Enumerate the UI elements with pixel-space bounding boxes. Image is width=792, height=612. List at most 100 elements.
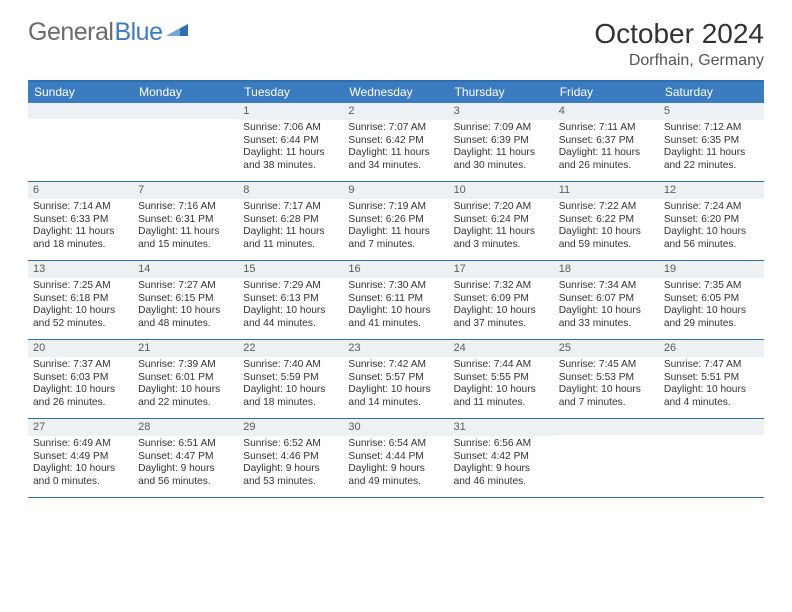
day-body: Sunrise: 7:09 AMSunset: 6:39 PMDaylight:… (449, 120, 554, 176)
day-info-line: Sunset: 6:24 PM (454, 214, 549, 226)
dow-wednesday: Wednesday (343, 82, 448, 103)
day-info-line: Sunrise: 7:22 AM (559, 201, 654, 213)
day-cell: 9Sunrise: 7:19 AMSunset: 6:26 PMDaylight… (343, 182, 448, 260)
day-cell (28, 103, 133, 181)
day-info-line: Daylight: 11 hours (454, 147, 549, 159)
dow-thursday: Thursday (449, 82, 554, 103)
day-cell: 30Sunrise: 6:54 AMSunset: 4:44 PMDayligh… (343, 419, 448, 497)
day-info-line: Sunrise: 6:51 AM (138, 438, 233, 450)
day-number: 28 (133, 419, 238, 436)
day-number: 14 (133, 261, 238, 278)
day-body: Sunrise: 7:39 AMSunset: 6:01 PMDaylight:… (133, 357, 238, 413)
day-body (554, 435, 659, 441)
day-info-line: Daylight: 11 hours (243, 147, 338, 159)
day-info-line: Daylight: 10 hours (138, 384, 233, 396)
day-info-line: Daylight: 11 hours (138, 226, 233, 238)
day-cell (659, 419, 764, 497)
day-cell: 6Sunrise: 7:14 AMSunset: 6:33 PMDaylight… (28, 182, 133, 260)
day-info-line: Daylight: 10 hours (138, 305, 233, 317)
day-number: 27 (28, 419, 133, 436)
day-info-line: Sunset: 4:42 PM (454, 451, 549, 463)
day-body: Sunrise: 7:19 AMSunset: 6:26 PMDaylight:… (343, 199, 448, 255)
day-cell: 13Sunrise: 7:25 AMSunset: 6:18 PMDayligh… (28, 261, 133, 339)
day-info-line: and 26 minutes. (33, 397, 128, 409)
day-info-line: and 22 minutes. (664, 160, 759, 172)
day-cell: 15Sunrise: 7:29 AMSunset: 6:13 PMDayligh… (238, 261, 343, 339)
day-cell: 17Sunrise: 7:32 AMSunset: 6:09 PMDayligh… (449, 261, 554, 339)
day-info-line: Sunrise: 7:14 AM (33, 201, 128, 213)
day-number: 1 (238, 103, 343, 120)
day-info-line: Sunset: 5:59 PM (243, 372, 338, 384)
day-number (28, 103, 133, 119)
brand-part2: Blue (114, 18, 162, 47)
day-body: Sunrise: 6:54 AMSunset: 4:44 PMDaylight:… (343, 436, 448, 492)
day-info-line: Daylight: 10 hours (664, 226, 759, 238)
day-info-line: Sunset: 6:03 PM (33, 372, 128, 384)
day-cell: 31Sunrise: 6:56 AMSunset: 4:42 PMDayligh… (449, 419, 554, 497)
day-cell: 20Sunrise: 7:37 AMSunset: 6:03 PMDayligh… (28, 340, 133, 418)
day-number: 23 (343, 340, 448, 357)
day-body: Sunrise: 7:27 AMSunset: 6:15 PMDaylight:… (133, 278, 238, 334)
day-cell: 7Sunrise: 7:16 AMSunset: 6:31 PMDaylight… (133, 182, 238, 260)
day-body: Sunrise: 7:32 AMSunset: 6:09 PMDaylight:… (449, 278, 554, 334)
day-info-line: Sunrise: 6:56 AM (454, 438, 549, 450)
day-info-line: Daylight: 10 hours (33, 463, 128, 475)
day-info-line: and 44 minutes. (243, 318, 338, 330)
day-info-line: Sunset: 6:18 PM (33, 293, 128, 305)
day-cell: 19Sunrise: 7:35 AMSunset: 6:05 PMDayligh… (659, 261, 764, 339)
day-info-line: and 15 minutes. (138, 239, 233, 251)
day-info-line: and 22 minutes. (138, 397, 233, 409)
dow-saturday: Saturday (659, 82, 764, 103)
day-info-line: Sunset: 5:57 PM (348, 372, 443, 384)
day-info-line: and 29 minutes. (664, 318, 759, 330)
day-info-line: Sunrise: 7:17 AM (243, 201, 338, 213)
day-info-line: Sunrise: 7:42 AM (348, 359, 443, 371)
day-info-line: Daylight: 11 hours (664, 147, 759, 159)
day-info-line: and 49 minutes. (348, 476, 443, 488)
day-info-line: Daylight: 10 hours (454, 384, 549, 396)
day-info-line: and 3 minutes. (454, 239, 549, 251)
day-info-line: Daylight: 10 hours (33, 384, 128, 396)
day-info-line: Sunset: 6:37 PM (559, 135, 654, 147)
day-info-line: Daylight: 11 hours (33, 226, 128, 238)
day-cell: 28Sunrise: 6:51 AMSunset: 4:47 PMDayligh… (133, 419, 238, 497)
day-number: 5 (659, 103, 764, 120)
day-body (133, 119, 238, 125)
day-info-line: and 46 minutes. (454, 476, 549, 488)
day-info-line: Sunrise: 7:09 AM (454, 122, 549, 134)
day-info-line: Sunset: 5:51 PM (664, 372, 759, 384)
dow-monday: Monday (133, 82, 238, 103)
week-row: 13Sunrise: 7:25 AMSunset: 6:18 PMDayligh… (28, 261, 764, 340)
day-info-line: Daylight: 11 hours (243, 226, 338, 238)
day-info-line: Sunset: 6:39 PM (454, 135, 549, 147)
day-info-line: and 59 minutes. (559, 239, 654, 251)
day-cell: 22Sunrise: 7:40 AMSunset: 5:59 PMDayligh… (238, 340, 343, 418)
day-info-line: and 18 minutes. (243, 397, 338, 409)
day-number: 2 (343, 103, 448, 120)
day-body: Sunrise: 7:44 AMSunset: 5:55 PMDaylight:… (449, 357, 554, 413)
day-body: Sunrise: 6:56 AMSunset: 4:42 PMDaylight:… (449, 436, 554, 492)
day-info-line: Sunset: 5:53 PM (559, 372, 654, 384)
day-number: 12 (659, 182, 764, 199)
day-cell: 24Sunrise: 7:44 AMSunset: 5:55 PMDayligh… (449, 340, 554, 418)
day-info-line: Sunrise: 6:52 AM (243, 438, 338, 450)
day-info-line: Sunset: 6:11 PM (348, 293, 443, 305)
day-info-line: Daylight: 10 hours (348, 384, 443, 396)
day-info-line: Daylight: 10 hours (664, 305, 759, 317)
day-info-line: Sunset: 6:26 PM (348, 214, 443, 226)
day-cell: 26Sunrise: 7:47 AMSunset: 5:51 PMDayligh… (659, 340, 764, 418)
day-info-line: Daylight: 10 hours (559, 384, 654, 396)
day-info-line: Sunrise: 7:40 AM (243, 359, 338, 371)
day-number (133, 103, 238, 119)
day-info-line: Sunset: 6:35 PM (664, 135, 759, 147)
day-body: Sunrise: 7:37 AMSunset: 6:03 PMDaylight:… (28, 357, 133, 413)
day-info-line: and 14 minutes. (348, 397, 443, 409)
day-info-line: Sunrise: 7:37 AM (33, 359, 128, 371)
day-number (659, 419, 764, 435)
day-body: Sunrise: 6:51 AMSunset: 4:47 PMDaylight:… (133, 436, 238, 492)
day-cell: 23 Sunrise: 7:42 AMSunset: 5:57 PMDayligh… (343, 340, 448, 418)
day-body: Sunrise: 7:47 AMSunset: 5:51 PMDaylight:… (659, 357, 764, 413)
day-info-line: Sunset: 6:05 PM (664, 293, 759, 305)
day-body: Sunrise: 6:52 AMSunset: 4:46 PMDaylight:… (238, 436, 343, 492)
day-info-line: and 52 minutes. (33, 318, 128, 330)
